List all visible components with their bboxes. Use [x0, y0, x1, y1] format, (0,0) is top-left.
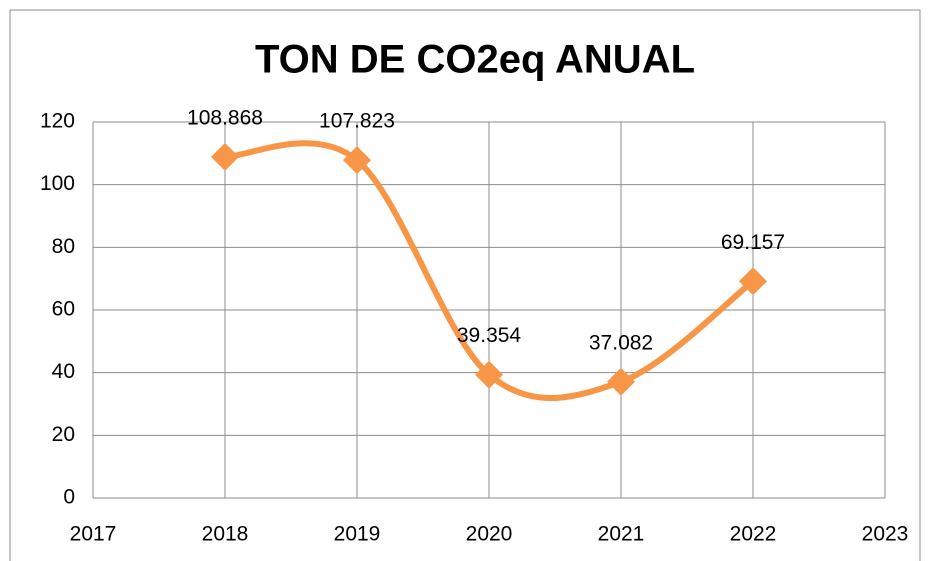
data-label: 37.082: [589, 331, 653, 354]
y-tick-label: 100: [40, 172, 75, 195]
marker: [739, 267, 767, 296]
data-label: 69.157: [721, 231, 785, 254]
marker: [343, 146, 371, 175]
chart-border: [9, 9, 921, 561]
y-tick-label: 80: [52, 235, 75, 258]
marker: [211, 142, 239, 171]
marker: [475, 360, 503, 389]
marker: [607, 367, 635, 396]
y-tick-label: 20: [52, 423, 75, 446]
x-tick-label: 2023: [862, 523, 909, 546]
y-tick-label: 40: [52, 360, 75, 383]
data-label: 108.868: [187, 106, 263, 129]
x-tick-label: 2017: [70, 523, 117, 546]
x-tick-label: 2019: [334, 523, 381, 546]
chart-title: TON DE CO2eq ANUAL: [255, 38, 695, 82]
x-tick-label: 2021: [598, 523, 645, 546]
y-tick-label: 60: [52, 298, 75, 321]
x-tick-label: 2022: [730, 523, 777, 546]
y-tick-label: 120: [40, 110, 75, 133]
y-tick-label: 0: [63, 486, 75, 509]
x-tick-label: 2018: [202, 523, 249, 546]
data-label: 39.354: [457, 324, 522, 347]
x-tick-label: 2020: [466, 523, 513, 546]
data-label: 107.823: [319, 110, 395, 133]
